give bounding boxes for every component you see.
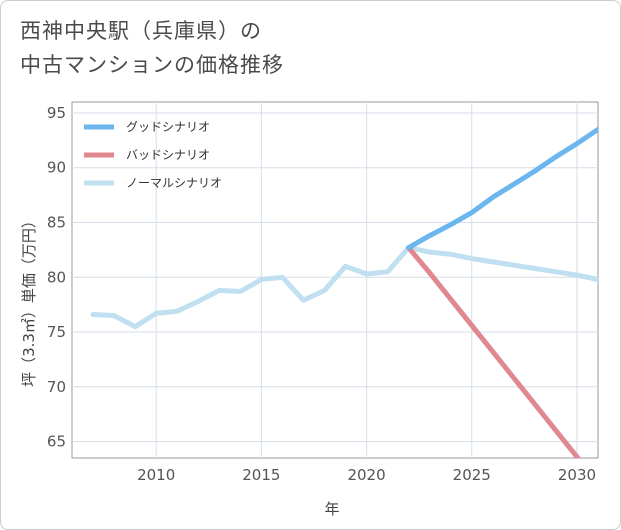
y-tick-label: 70 bbox=[47, 378, 66, 396]
x-tick-label: 2025 bbox=[453, 466, 491, 484]
series-line-good bbox=[406, 126, 598, 251]
legend-label-good: グッドシナリオ bbox=[126, 120, 210, 134]
series-line-bad bbox=[406, 245, 582, 458]
y-tick-label: 95 bbox=[47, 104, 66, 122]
series-lines bbox=[90, 126, 598, 458]
chart-title: 西神中央駅（兵庫県）の 中古マンションの価格推移 bbox=[20, 14, 284, 82]
title-line-2: 中古マンションの価格推移 bbox=[20, 53, 284, 77]
y-tick-label: 75 bbox=[47, 323, 66, 341]
y-axis-title: 坪（3.3㎡）単価（万円） bbox=[20, 213, 38, 387]
tick-labels: 2010 2015 2020 2025 2030 65 70 75 80 85 90 95 bbox=[47, 104, 596, 484]
x-tick-label: 2030 bbox=[558, 466, 596, 484]
x-tick-label: 2020 bbox=[347, 466, 385, 484]
x-axis-title: 年 bbox=[324, 500, 339, 518]
title-line-1: 西神中央駅（兵庫県）の bbox=[20, 19, 262, 43]
x-tick-label: 2015 bbox=[242, 466, 280, 484]
series-line-normal bbox=[90, 245, 598, 330]
x-tick-label: 2010 bbox=[137, 466, 175, 484]
legend-label-normal: ノーマルシナリオ bbox=[126, 176, 222, 190]
legend-label-bad: バッドシナリオ bbox=[126, 148, 210, 162]
y-tick-label: 90 bbox=[47, 159, 66, 177]
y-tick-label: 65 bbox=[47, 433, 66, 451]
y-tick-label: 80 bbox=[47, 268, 66, 286]
legend: グッドシナリオ バッドシナリオ ノーマルシナリオ bbox=[84, 120, 222, 190]
y-tick-label: 85 bbox=[47, 213, 66, 231]
